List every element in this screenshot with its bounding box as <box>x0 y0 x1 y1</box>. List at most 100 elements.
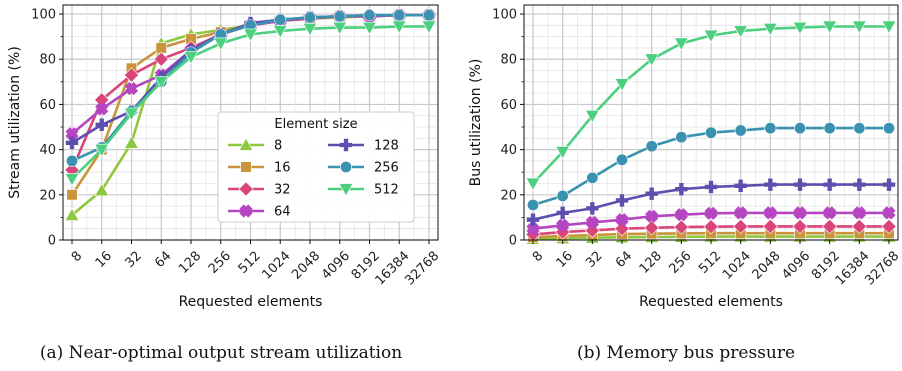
legend-box <box>217 111 415 223</box>
b-point-128-64 <box>615 194 629 207</box>
a-point-16-64 <box>155 42 167 54</box>
a-point-8-32 <box>124 135 139 149</box>
b-xtick-label: 256 <box>666 249 694 277</box>
b-point-64-16384 <box>852 206 866 220</box>
b-point-512-4096 <box>792 21 808 36</box>
b-point-512-8192 <box>822 20 837 34</box>
b-point-512-32 <box>585 109 600 124</box>
a-ytick-label: 20 <box>39 188 56 203</box>
a-point-512-1024 <box>272 25 288 39</box>
legend-swatch-marker-32 <box>238 181 254 197</box>
b-xtick-label: 32768 <box>862 249 902 289</box>
legend-title: Element size <box>274 117 357 132</box>
b-point-256-64 <box>615 153 629 166</box>
b-xtick-label: 2048 <box>750 249 784 283</box>
b-point-256-32 <box>586 171 599 184</box>
a-ytick-label: 60 <box>39 98 56 113</box>
a-xtick-label: 128 <box>176 249 204 277</box>
a-point-32-64 <box>153 51 169 67</box>
legend-swatch-marker-16 <box>240 161 252 173</box>
b-point-32-1024 <box>733 218 749 234</box>
b-point-64-16 <box>556 218 570 232</box>
b-point-512-32768 <box>881 20 897 34</box>
a-point-64-8 <box>65 127 79 141</box>
b-point-32-8192 <box>822 218 838 234</box>
b-point-64-2048 <box>763 206 777 220</box>
a-point-512-16384 <box>391 20 407 34</box>
a-yaxis-label: Stream utilization (%) <box>7 46 23 199</box>
a-point-256-16384 <box>393 9 406 22</box>
a-ytick-label: 0 <box>48 234 56 249</box>
b-point-32-2048 <box>762 218 778 234</box>
b-point-128-256 <box>675 182 688 196</box>
b-point-64-512 <box>704 206 718 220</box>
legend-label-256: 256 <box>374 161 399 176</box>
b-point-32-32768 <box>881 218 897 234</box>
a-xtick-label: 32 <box>122 249 144 271</box>
b-ytick-label: 40 <box>500 143 517 158</box>
b-point-64-128 <box>645 209 659 223</box>
b-point-512-64 <box>614 78 630 92</box>
caption-b: (b) Memory bus pressure <box>577 343 795 363</box>
a-xtick-label: 4096 <box>319 249 353 283</box>
b-point-64-32 <box>585 215 599 229</box>
a-point-512-512 <box>243 28 258 42</box>
a-point-8-16 <box>94 182 110 197</box>
a-point-256-4096 <box>333 10 346 23</box>
a-point-512-8192 <box>362 21 377 36</box>
a-xtick-label: 1024 <box>260 249 294 283</box>
b-ytick-label: 80 <box>500 53 517 68</box>
b-point-256-16384 <box>853 122 866 135</box>
a-point-128-16 <box>95 118 108 131</box>
a-point-16-8 <box>66 189 78 201</box>
b-point-128-8192 <box>823 178 836 191</box>
b-point-512-2048 <box>763 22 778 37</box>
legend-label-16: 16 <box>274 161 291 176</box>
b-point-256-256 <box>675 131 688 144</box>
a-point-512-256 <box>213 37 229 51</box>
b-point-128-32768 <box>882 178 896 191</box>
b-point-512-16 <box>555 146 570 160</box>
legend-label-32: 32 <box>274 183 291 198</box>
b-point-128-16384 <box>853 178 866 191</box>
a-point-512-64 <box>153 76 169 90</box>
a-point-128-8 <box>65 136 79 150</box>
a-point-512-2048 <box>302 22 318 37</box>
b-point-64-1024 <box>734 206 748 220</box>
b-point-512-1024 <box>733 25 748 39</box>
b-point-128-8 <box>526 213 540 226</box>
b-point-512-256 <box>674 37 689 51</box>
legend-swatch-marker-8 <box>238 137 254 151</box>
a-ytick-label: 40 <box>39 143 56 158</box>
a-xaxis-label: Requested elements <box>179 294 323 310</box>
a-point-256-8 <box>65 154 79 167</box>
b-point-64-4096 <box>793 206 807 220</box>
b-point-32-128 <box>644 220 660 236</box>
a-xtick-label: 2048 <box>289 249 323 283</box>
b-xtick-label: 32 <box>583 249 605 271</box>
b-ytick-label: 100 <box>492 8 517 23</box>
b-point-128-1024 <box>734 179 747 192</box>
b-point-128-128 <box>645 187 658 200</box>
b-ytick-label: 20 <box>500 188 517 203</box>
a-xtick-label: 32768 <box>402 249 442 289</box>
b-point-32-512 <box>703 219 719 235</box>
b-point-256-512 <box>704 126 718 139</box>
a-point-64-16 <box>95 102 109 116</box>
legend: Element size 8 16 32 64 128 256 512 <box>217 111 415 223</box>
b-point-512-16384 <box>852 20 867 34</box>
a-point-256-2048 <box>303 11 317 24</box>
legend-label-128: 128 <box>374 139 399 154</box>
legend-swatch-marker-64 <box>239 204 253 218</box>
a-point-32-32 <box>123 67 140 83</box>
b-point-256-16 <box>556 189 569 202</box>
a-point-512-128 <box>183 51 199 65</box>
b-point-512-8 <box>525 177 541 191</box>
b-point-512-512 <box>703 29 719 43</box>
b-point-256-2048 <box>764 122 777 135</box>
b-point-32-16384 <box>851 218 867 234</box>
b-xtick-label: 8 <box>530 249 546 265</box>
